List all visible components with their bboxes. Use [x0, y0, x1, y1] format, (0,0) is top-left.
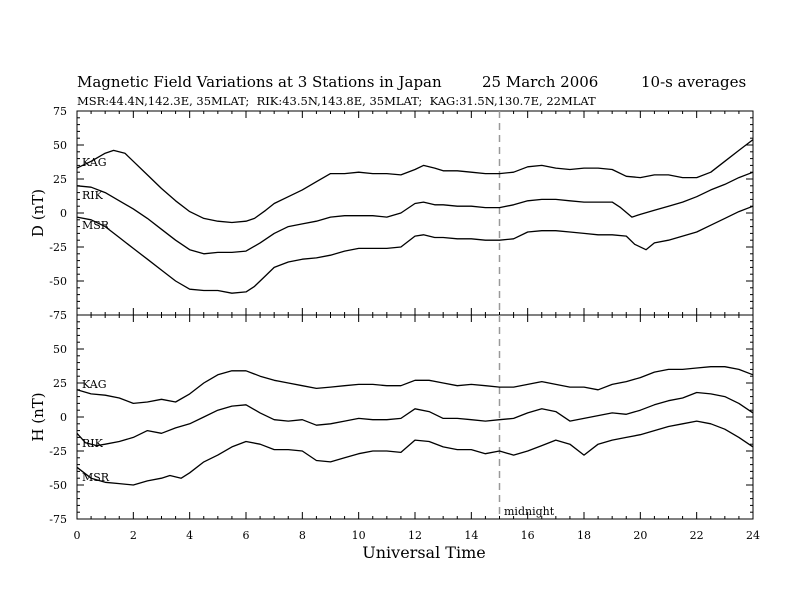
- y-tick-label-h: -75: [49, 513, 67, 526]
- x-tick-label: 14: [464, 529, 478, 542]
- midnight-label: midnight: [504, 505, 555, 518]
- x-tick-label: 10: [352, 529, 366, 542]
- x-tick-label: 4: [186, 529, 193, 542]
- title-date: 25 March 2006: [482, 73, 599, 91]
- series-line-rik-h: [76, 391, 754, 447]
- y-tick-label-h: 25: [53, 377, 67, 390]
- y-tick-label-h: 50: [53, 343, 67, 356]
- x-tick-label: 2: [130, 529, 137, 542]
- y-tick-label-d: -50: [49, 275, 67, 288]
- x-tick-label: 6: [243, 529, 250, 542]
- y-tick-label-h: -25: [49, 445, 67, 458]
- y-axis-label-d: D (nT): [29, 189, 47, 237]
- x-tick-label: 24: [746, 529, 760, 542]
- series-line-msr-h: [76, 420, 754, 486]
- series-line-kag-d: [76, 139, 754, 224]
- series-label-kag-h: KAG: [82, 378, 107, 391]
- x-tick-label: 8: [299, 529, 306, 542]
- y-tick-label-h: 0: [60, 411, 67, 424]
- chart-title: Magnetic Field Variations at 3 Stations …: [77, 73, 746, 145]
- y-tick-label-h: -50: [49, 479, 67, 492]
- y-tick-label-d: 25: [53, 173, 67, 186]
- x-tick-label: 0: [74, 529, 81, 542]
- title-averages: 10-s averages: [641, 73, 747, 91]
- series-line-rik-d: [76, 171, 754, 255]
- y-tick-label-d: -25: [49, 241, 67, 254]
- y-axis-label-h: H (nT): [29, 392, 47, 441]
- x-tick-label: 22: [690, 529, 704, 542]
- series-label-msr-h: MSR: [82, 471, 110, 484]
- chart-subtitle: MSR:44.4N,142.3E, 35MLAT; RIK:43.5N,143.…: [77, 94, 596, 108]
- x-tick-label: 18: [577, 529, 591, 542]
- plot-frame-h: [76, 314, 754, 520]
- series-label-rik-h: RIK: [82, 437, 104, 450]
- series-line-kag-h: [76, 366, 754, 405]
- y-tick-label-d: 50: [53, 139, 67, 152]
- series-line-msr-d: [76, 205, 754, 294]
- series-label-kag-d: KAG: [82, 156, 107, 169]
- title-main: Magnetic Field Variations at 3 Stations …: [77, 73, 442, 91]
- y-tick-label-d: 0: [60, 207, 67, 220]
- series-label-rik-d: RIK: [82, 189, 104, 202]
- x-tick-label: 20: [633, 529, 647, 542]
- y-tick-label-d: 75: [53, 105, 67, 118]
- x-tick-label: 16: [521, 529, 535, 542]
- x-axis-label: Universal Time: [362, 543, 485, 562]
- panel-d: D (nT) -75 -50 -25 0 25 50 75 KAG RIK MSR: [29, 105, 754, 322]
- series-label-msr-d: MSR: [82, 219, 110, 232]
- y-tick-label-d: -75: [49, 309, 67, 322]
- plot-frame-d: [76, 110, 754, 316]
- x-tick-label: 12: [408, 529, 422, 542]
